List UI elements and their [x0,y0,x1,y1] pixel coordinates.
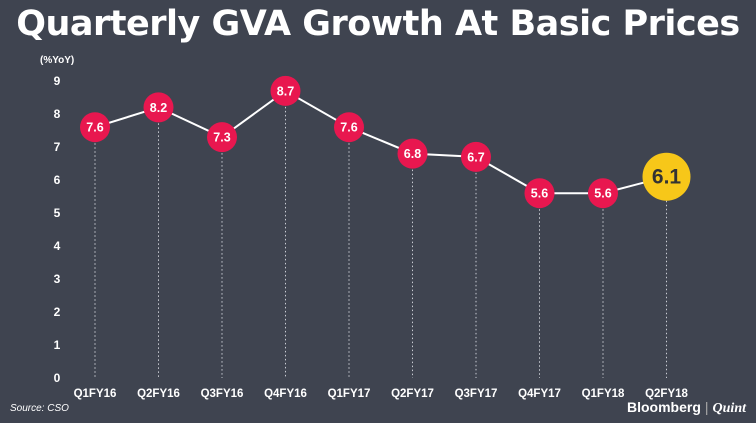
x-tick-label: Q1FY18 [582,388,625,400]
data-point [143,92,174,123]
data-point [270,75,301,106]
x-tick-label: Q3FY17 [455,388,498,400]
y-tick-label: 2 [54,305,61,319]
brand-separator: | [704,399,709,415]
x-tick-label: Q4FY16 [264,388,307,400]
y-tick-label: 5 [54,206,61,220]
data-point [588,178,618,209]
y-tick-label: 4 [54,239,61,253]
data-point [334,112,364,143]
data-label: 5.6 [594,187,611,201]
x-axis: Q1FY16 Q2FY16 Q3FY16 Q4FY16 Q1FY17 Q2FY17 Q3FY… [74,388,689,400]
data-point [207,122,237,153]
y-tick-label: 8 [54,107,61,121]
x-tick-label: Q2FY18 [645,388,688,400]
data-label: 8.2 [150,101,167,115]
series-line [94,89,667,195]
data-label: 7.6 [340,121,357,135]
chart-title: Quarterly GVA Growth At Basic Prices [16,4,740,44]
data-label: 5.6 [531,187,548,201]
y-tick-label: 0 [54,371,61,385]
brand-logo: Bloomberg | Quint [627,399,746,417]
series-polyline [94,89,667,195]
drop-lines [94,90,667,378]
x-tick-label: Q1FY17 [328,388,371,400]
y-axis: 0 1 2 3 4 5 6 7 8 9 [54,74,61,385]
data-points: 7.6 8.2 7.3 8.7 7.6 6.8 6.7 5.6 5.6 6.1 [80,75,691,209]
source-note: Source: CSO [10,403,69,414]
data-label: 8.7 [277,84,294,98]
x-tick-label: Q3FY16 [201,388,244,400]
brand-bloomberg: Bloomberg [627,399,701,415]
y-tick-label: 7 [54,140,61,154]
data-point [80,112,110,143]
y-tick-label: 1 [54,338,61,352]
brand-quint: Quint [712,401,746,416]
y-tick-label: 6 [54,173,61,187]
data-label: 6.7 [467,150,484,164]
data-label: 6.1 [652,166,682,189]
data-label: 7.3 [213,131,230,145]
data-label: 7.6 [86,121,103,135]
y-axis-unit-label: (%YoY) [40,55,74,66]
highlight-point [642,152,691,201]
x-tick-label: Q1FY16 [74,388,117,400]
x-tick-label: Q4FY17 [518,388,561,400]
y-tick-label: 9 [54,74,61,88]
x-tick-label: Q2FY16 [137,388,180,400]
data-label: 6.8 [404,147,421,161]
data-point [397,138,428,169]
data-point [524,178,555,209]
x-tick-label: Q2FY17 [391,388,434,400]
data-point [461,141,491,172]
y-tick-label: 3 [54,272,61,286]
